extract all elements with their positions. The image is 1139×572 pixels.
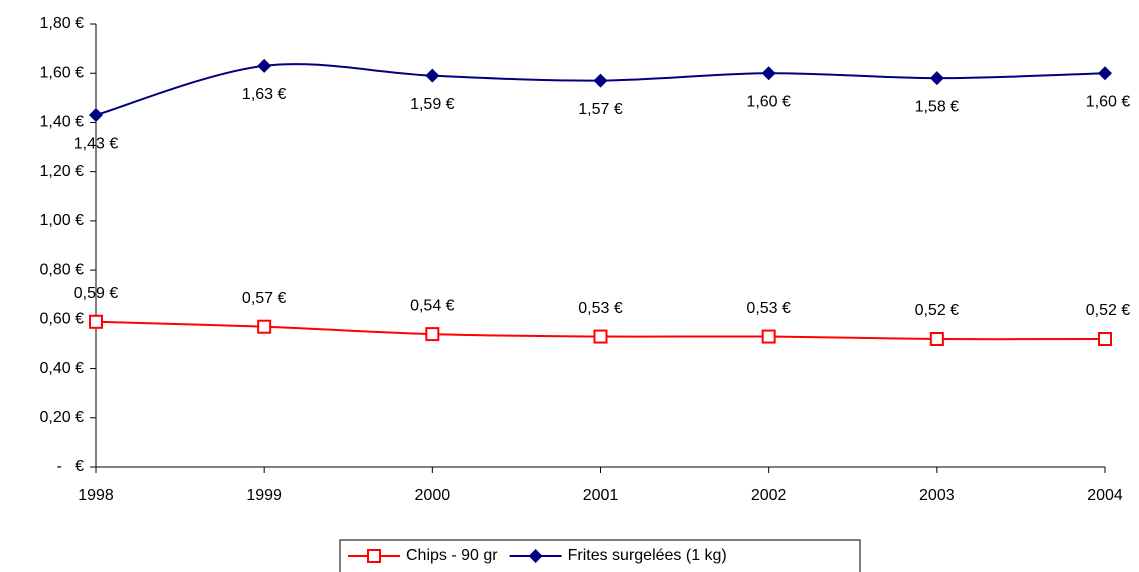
point [1098, 66, 1112, 81]
data-label: 1,59 € [410, 96, 455, 113]
point [761, 329, 776, 344]
point [257, 319, 272, 334]
y-tick-label: 1,20 € [40, 163, 85, 180]
point [929, 332, 944, 347]
x-tick-label: 2004 [1087, 487, 1123, 504]
point [593, 73, 608, 88]
point [425, 68, 440, 83]
legend-label: Chips - 90 gr [406, 547, 498, 564]
x-tick-label: 1999 [246, 487, 282, 504]
legend-label: Frites surgelées (1 kg) [568, 547, 727, 564]
y-tick-label: 1,00 € [40, 212, 85, 229]
point [257, 58, 272, 73]
y-tick-label: 1,60 € [40, 64, 85, 81]
y-tick-label: 0,40 € [40, 360, 85, 377]
y-tick-label: 0,20 € [40, 409, 85, 426]
point [761, 66, 776, 81]
data-label: 1,57 € [578, 101, 623, 118]
data-label: 1,58 € [915, 98, 960, 115]
y-tick-label: 0,60 € [40, 311, 85, 328]
point [593, 329, 608, 344]
x-tick-label: 2000 [415, 487, 451, 504]
point [1098, 332, 1112, 347]
point [425, 327, 440, 342]
y-tick-label: 1,40 € [40, 114, 85, 131]
data-label: 1,60 € [1086, 93, 1131, 110]
point [929, 71, 944, 86]
legend-box [339, 539, 861, 572]
data-label: 0,52 € [1086, 302, 1131, 319]
x-tick-label: 2003 [919, 487, 955, 504]
data-label: 1,60 € [746, 93, 791, 110]
legend-item: Frites surgelées (1 kg) [509, 547, 727, 564]
point [89, 314, 103, 329]
data-label: 0,53 € [578, 300, 623, 317]
data-label: 0,57 € [242, 290, 287, 307]
legend-item: Chips - 90 gr [348, 547, 498, 564]
data-label: 0,59 € [74, 285, 119, 302]
data-label: 0,53 € [746, 300, 791, 317]
point [367, 549, 381, 563]
y-tick-label: 0,80 € [40, 261, 85, 278]
point [528, 549, 543, 563]
data-label: 0,54 € [410, 297, 455, 314]
x-tick-label: 1998 [78, 487, 114, 504]
data-label: 0,52 € [915, 302, 960, 319]
x-tick-label: 2001 [583, 487, 619, 504]
x-tick-label: 2002 [751, 487, 787, 504]
data-label: 1,43 € [74, 135, 119, 152]
y-tick-label: 1,80 € [40, 15, 85, 32]
y-tick-label: - € [56, 458, 84, 475]
point [89, 108, 103, 123]
data-label: 1,63 € [242, 86, 287, 103]
